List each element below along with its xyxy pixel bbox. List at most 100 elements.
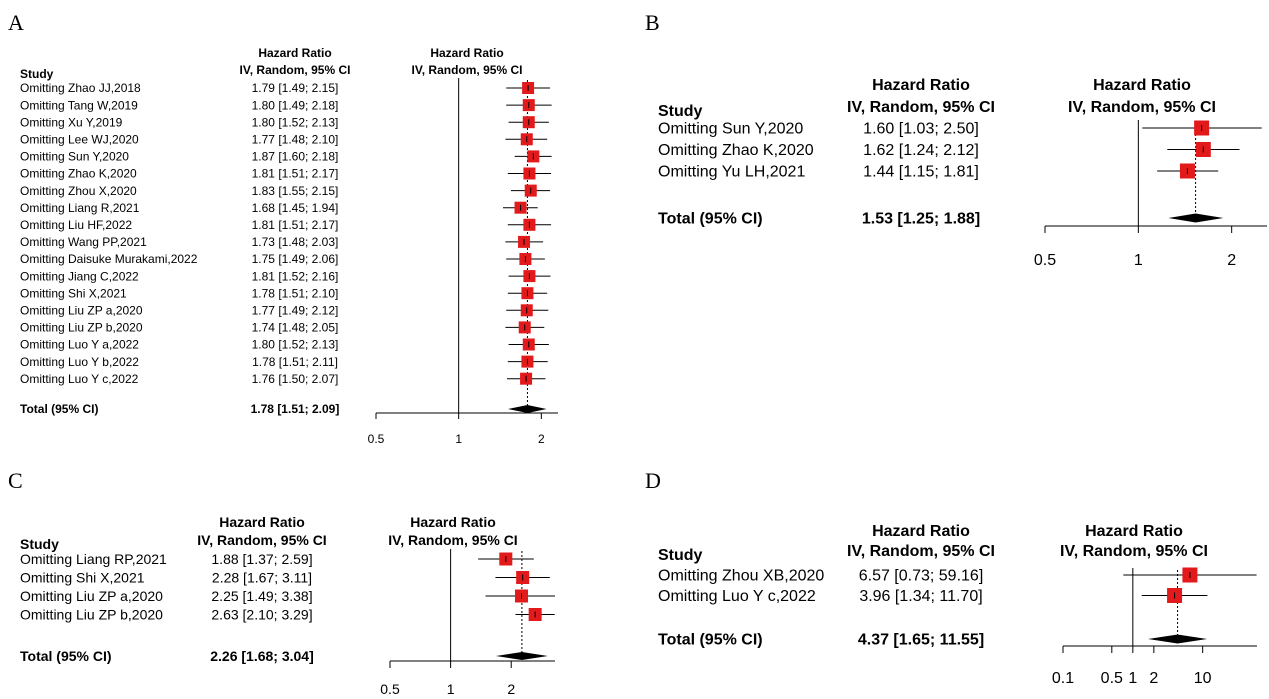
panel-d-study-label: Omitting Zhou XB,2020 bbox=[658, 568, 824, 585]
panel-a-total-label: Total (95% CI) bbox=[20, 402, 98, 416]
panel-c-study-ci-text: 2.25 [1.49; 3.38] bbox=[211, 588, 312, 604]
panel-c-x-tick-label: 1 bbox=[447, 681, 455, 697]
panel-a-study-label: Omitting Jiang C,2022 bbox=[20, 269, 139, 283]
panel-c-hr-header-title: Hazard Ratio bbox=[219, 514, 305, 530]
panel-d-x-tick-label: 2 bbox=[1149, 670, 1158, 687]
panel-b-study-label: Omitting Zhao K,2020 bbox=[658, 142, 814, 159]
panel-b-study-label: Omitting Yu LH,2021 bbox=[658, 164, 805, 181]
panel-a-study-ci-text: 1.75 [1.49; 2.06] bbox=[252, 252, 339, 266]
panel-a-study-ci-text: 1.83 [1.55; 2.15] bbox=[252, 184, 339, 198]
panel-b-study-ci-text: 1.62 [1.24; 2.12] bbox=[863, 142, 979, 159]
panel-b-x-tick-label: 0.5 bbox=[1034, 252, 1056, 269]
panel-c-x-tick-label: 0.5 bbox=[380, 681, 400, 697]
panel-c-study-label: Omitting Liu ZP a,2020 bbox=[20, 588, 163, 604]
panel-a-study-ci-text: 1.81 [1.51; 2.17] bbox=[252, 167, 339, 181]
panel-a-study-label: Omitting Luo Y a,2022 bbox=[20, 338, 139, 352]
panel-a-x-tick-label: 0.5 bbox=[368, 432, 385, 446]
panel-a-hr-header-title: Hazard Ratio bbox=[258, 46, 331, 60]
panel-a-study-label: Omitting Daisuke Murakami,2022 bbox=[20, 252, 198, 266]
panel-a-study-ci-text: 1.76 [1.50; 2.07] bbox=[252, 372, 339, 386]
panel-a-study-ci-text: 1.80 [1.49; 2.18] bbox=[252, 98, 339, 112]
panel-a-study-label: Omitting Tang W,2019 bbox=[20, 98, 138, 112]
panel-a-study-label: Omitting Luo Y b,2022 bbox=[20, 355, 139, 369]
panel-d-total-ci-text: 4.37 [1.65; 11.55] bbox=[858, 632, 984, 649]
panel-a-study-ci-text: 1.77 [1.48; 2.10] bbox=[252, 133, 339, 147]
panel-b-study-label: Omitting Sun Y,2020 bbox=[658, 121, 803, 138]
panel-a-study-label: Omitting Sun Y,2020 bbox=[20, 150, 129, 164]
panel-b-study-ci-text: 1.44 [1.15; 1.81] bbox=[863, 164, 979, 181]
panel-a-study-ci-text: 1.68 [1.45; 1.94] bbox=[252, 201, 339, 215]
panel-a-study-label: Omitting Xu Y,2019 bbox=[20, 115, 123, 129]
panel-a-study-ci-text: 1.74 [1.48; 2.05] bbox=[252, 321, 339, 335]
panel-d-study-label: Omitting Luo Y c,2022 bbox=[658, 588, 816, 605]
panel-b-x-tick-label: 2 bbox=[1227, 252, 1236, 269]
panel-a-study-ci-text: 1.73 [1.48; 2.03] bbox=[252, 235, 339, 249]
panel-d-study-ci-text: 3.96 [1.34; 11.70] bbox=[859, 588, 982, 605]
panel-d-plot-header-title: Hazard Ratio bbox=[1085, 523, 1183, 540]
panel-a-plot-header-sub: IV, Random, 95% CI bbox=[412, 63, 523, 77]
panel-a-study-label: Omitting Luo Y c,2022 bbox=[20, 372, 139, 386]
panel-c-study-label: Omitting Liang RP,2021 bbox=[20, 551, 167, 567]
panel-b-x-tick-label: 1 bbox=[1134, 252, 1143, 269]
panel-a-x-tick-label: 1 bbox=[455, 432, 462, 446]
panel-d-plot-header-sub: IV, Random, 95% CI bbox=[1060, 543, 1208, 560]
panel-a-study-ci-text: 1.81 [1.52; 2.16] bbox=[252, 269, 339, 283]
panel-c-study-ci-text: 2.63 [2.10; 3.29] bbox=[211, 606, 312, 622]
panel-letter-b: B bbox=[645, 10, 660, 35]
panel-a-plot-header-title: Hazard Ratio bbox=[430, 46, 503, 60]
panel-a-study-label: Omitting Wang PP,2021 bbox=[20, 235, 147, 249]
panel-b-plot-header-sub: IV, Random, 95% CI bbox=[1068, 99, 1216, 116]
panel-a-hr-header-sub: IV, Random, 95% CI bbox=[240, 63, 351, 77]
panel-a-study-label: Omitting Liu HF,2022 bbox=[20, 218, 132, 232]
panel-a-study-ci-text: 1.77 [1.49; 2.12] bbox=[252, 304, 339, 318]
panel-d-study-header: Study bbox=[658, 547, 703, 564]
panel-c-pooled-diamond bbox=[495, 652, 548, 660]
panel-a-study-label: Omitting Zhao JJ,2018 bbox=[20, 81, 141, 95]
panel-a-total-ci-text: 1.78 [1.51; 2.09] bbox=[251, 402, 340, 416]
panel-c-study-label: Omitting Shi X,2021 bbox=[20, 569, 145, 585]
panel-c-plot-header-title: Hazard Ratio bbox=[410, 514, 496, 530]
panel-d-hr-header-sub: IV, Random, 95% CI bbox=[847, 543, 995, 560]
panel-a-study-ci-text: 1.80 [1.52; 2.13] bbox=[252, 115, 339, 129]
panel-d-hr-header-title: Hazard Ratio bbox=[872, 523, 970, 540]
panel-a-pooled-diamond bbox=[507, 405, 547, 413]
panel-b-total-ci-text: 1.53 [1.25; 1.88] bbox=[862, 211, 980, 228]
panel-c-study-label: Omitting Liu ZP b,2020 bbox=[20, 606, 163, 622]
panel-d-x-tick-label: 0.5 bbox=[1101, 670, 1123, 687]
panel-a-study-label: Omitting Liu ZP b,2020 bbox=[20, 321, 143, 335]
panel-a-study-ci-text: 1.79 [1.49; 2.15] bbox=[252, 81, 339, 95]
panel-b-study-header: Study bbox=[658, 103, 703, 120]
panel-c-x-tick-label: 2 bbox=[507, 681, 515, 697]
panel-a-study-label: Omitting Lee WJ,2020 bbox=[20, 133, 139, 147]
panel-b-hr-header-title: Hazard Ratio bbox=[872, 77, 970, 94]
panel-c-plot-header-sub: IV, Random, 95% CI bbox=[388, 532, 517, 548]
panel-b-pooled-diamond bbox=[1168, 213, 1224, 223]
panel-a-study-ci-text: 1.87 [1.60; 2.18] bbox=[252, 150, 339, 164]
panel-c-study-ci-text: 1.88 [1.37; 2.59] bbox=[211, 551, 312, 567]
panel-a-study-label: Omitting Zhao K,2020 bbox=[20, 167, 137, 181]
panel-a-study-label: Omitting Shi X,2021 bbox=[20, 286, 127, 300]
panel-d-x-tick-label: 1 bbox=[1128, 670, 1137, 687]
panel-b-plot-header-title: Hazard Ratio bbox=[1093, 77, 1191, 94]
panel-a-study-ci-text: 1.78 [1.51; 2.10] bbox=[252, 286, 339, 300]
panel-c-total-ci-text: 2.26 [1.68; 3.04] bbox=[210, 648, 314, 664]
panel-b-study-ci-text: 1.60 [1.03; 2.50] bbox=[863, 121, 979, 138]
panel-c-hr-header-sub: IV, Random, 95% CI bbox=[197, 532, 326, 548]
panel-letter-d: D bbox=[645, 468, 661, 493]
panel-a-study-header: Study bbox=[20, 67, 54, 81]
panel-a-study-ci-text: 1.78 [1.51; 2.11] bbox=[252, 355, 338, 369]
panel-b-total-label: Total (95% CI) bbox=[658, 211, 763, 228]
panel-d-x-tick-label: 10 bbox=[1194, 670, 1212, 687]
panel-d-x-tick-label: 0.1 bbox=[1052, 670, 1074, 687]
panel-d-pooled-diamond bbox=[1148, 634, 1208, 644]
panel-b-hr-header-sub: IV, Random, 95% CI bbox=[847, 99, 995, 116]
panel-a-study-ci-text: 1.81 [1.51; 2.17] bbox=[252, 218, 339, 232]
panel-a-x-tick-label: 2 bbox=[538, 432, 545, 446]
panel-d-study-ci-text: 6.57 [0.73; 59.16] bbox=[859, 568, 984, 585]
panel-letter-c: C bbox=[8, 468, 23, 493]
panel-a-study-label: Omitting Liang R,2021 bbox=[20, 201, 140, 215]
panel-letter-a: A bbox=[8, 10, 24, 35]
panel-d-total-label: Total (95% CI) bbox=[658, 632, 763, 649]
panel-a-study-label: Omitting Zhou X,2020 bbox=[20, 184, 137, 198]
